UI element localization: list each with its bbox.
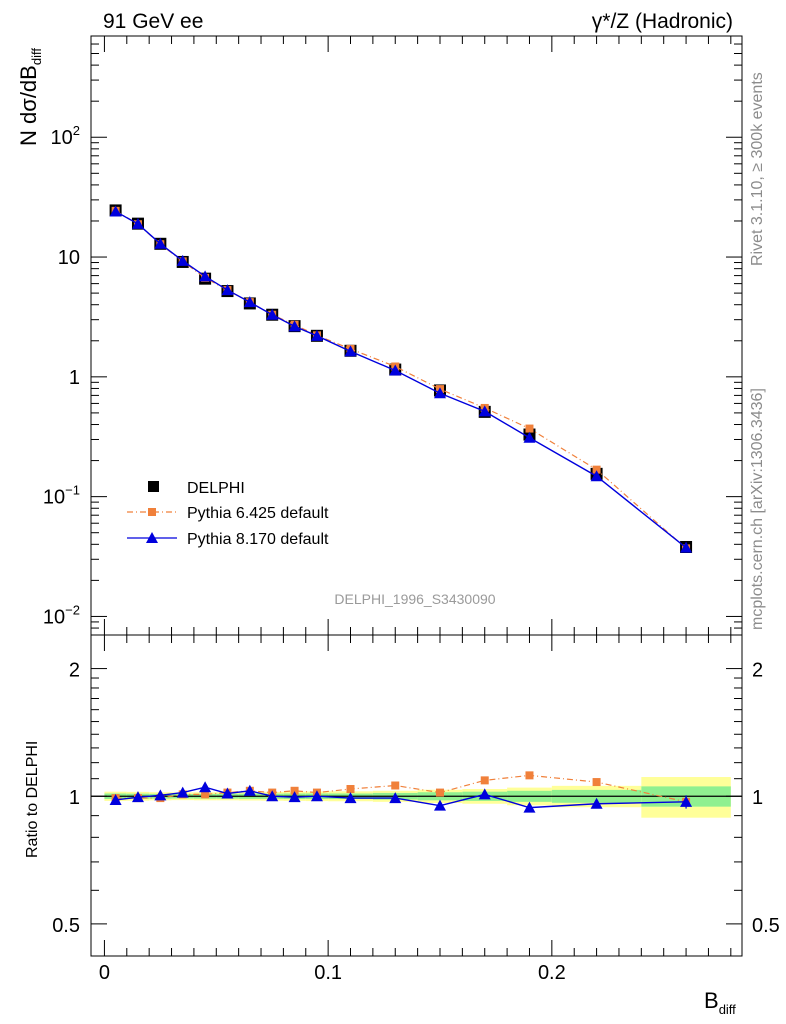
x-tick-label: 0.1 [314,962,342,984]
y-tick-label: 1 [69,367,80,389]
pythia8-point [266,308,279,320]
ratio-axis-ticks [91,635,742,956]
ratio-y-tick-label-left: 2 [69,660,80,682]
ratio-y-tick-label-right: 2 [752,660,763,682]
ratio-pythia8-point [131,791,144,803]
pythia8-point [344,345,357,357]
ratio-xlabel: Bdiff [704,988,736,1017]
main-axis-ticks [91,35,742,636]
right-title: γ*/Z (Hadronic) [592,10,733,33]
pythia8-point [478,405,491,417]
left-title: 91 GeV ee [103,10,203,33]
main-ylabel-text: N dσ/dB [16,65,41,146]
y-tick-label-exp: −2 [65,602,80,617]
x-tick-label: 0 [99,962,110,984]
ratio-series [109,771,693,813]
pythia6-point [525,424,534,433]
ratio-xlabel-sub: diff [719,1002,736,1017]
pythia8-point [590,470,603,482]
pythia8-point [389,364,402,376]
pythia8-point [680,541,693,553]
y-tick-label-base: 1 [69,367,80,389]
ratio-pythia8-point [478,788,491,800]
pythia8-point [176,254,189,266]
y-tick-label: 10−2 [43,602,80,628]
ratio-pythia8-point [266,790,279,802]
pythia8-point [109,205,122,217]
ratio-pythia8-point [109,793,122,805]
pythia8-point [154,237,167,249]
ratio-pythia8-point [288,791,301,803]
main-ylabel: N dσ/dBdiff [16,48,44,146]
ratio-pythia6-point [346,785,355,794]
ratio-y-tick-label-left: 1 [69,787,80,809]
legend-marker-delphi [148,481,159,492]
y-tick-label-exp: 2 [73,123,80,138]
ratio-xlabel-text: B [704,988,719,1013]
ratio-pythia6-point [391,781,400,790]
ratio-pythia8-point [221,787,234,799]
pythia8-point [199,270,212,282]
ratio-pythia6-point [201,790,210,799]
pythia8-point [433,387,446,399]
pythia8-point [288,320,301,332]
y-tick-label-exp: −1 [65,483,80,498]
ratio-pythia8-point [310,790,323,802]
pythia8-point [523,431,536,443]
legend-label-pythia8: Pythia 8.170 default [187,531,329,548]
ratio-pythia8-point [199,781,212,793]
y-tick-label-base: 10 [51,127,73,149]
pythia8-point [310,329,323,341]
main-series [109,204,693,553]
ratio-pythia6-point [435,788,444,797]
ratio-plot-frame [90,634,743,957]
pythia8-point [131,217,144,229]
ratio-pythia8-point [433,799,446,811]
pythia8-line [115,210,687,549]
ratio-pythia8-point [344,792,357,804]
y-tick-label-base: 10 [43,487,65,509]
main-ylabel-sub: diff [29,48,44,65]
legend-label-delphi: DELPHI [187,480,245,497]
ratio-y-tick-label-right: 0.5 [752,915,780,937]
ratio-pythia8-point [154,789,167,801]
ratio-pythia6-point [480,776,489,785]
ratio-pythia8-point [523,801,536,813]
pythia8-point [243,296,256,308]
ratio-pythia6-point [592,778,601,787]
ratio-y-tick-label-left: 0.5 [52,915,80,937]
ratio-pythia6-point [290,786,299,795]
ratio-uncertainty-bands [91,777,742,818]
pythia6-line [115,210,687,549]
legend-marker-pythia6 [148,508,156,516]
x-tick-label: 0.2 [538,962,566,984]
mcplots-label: mcplots.cern.ch [arXiv:1306.3436] [749,388,766,630]
rivet-label: Rivet 3.1.10, ≥ 300k events [749,72,766,266]
legend-marker-pythia8 [146,532,158,543]
ratio-pythia8-point [590,797,603,809]
legend: DELPHI Pythia 6.425 default Pythia 8.170… [127,480,329,548]
ratio-pythia8-point [389,792,402,804]
pythia6-point [592,465,601,474]
pythia8-point [221,284,234,296]
ratio-pythia8-point [243,784,256,796]
analysis-id: DELPHI_1996_S3430090 [334,591,495,607]
ratio-y-tick-label-right: 1 [752,787,763,809]
ratio-ylabel: Ratio to DELPHI [24,741,41,858]
legend-label-pythia6: Pythia 6.425 default [187,505,329,522]
ratio-pythia8-point [176,786,189,798]
y-tick-label: 102 [51,123,80,149]
y-tick-label: 10−1 [43,483,80,509]
y-tick-label-base: 10 [58,247,80,269]
ratio-pythia6-point [525,771,534,780]
y-tick-label-base: 10 [43,606,65,628]
y-tick-label: 10 [58,247,80,269]
